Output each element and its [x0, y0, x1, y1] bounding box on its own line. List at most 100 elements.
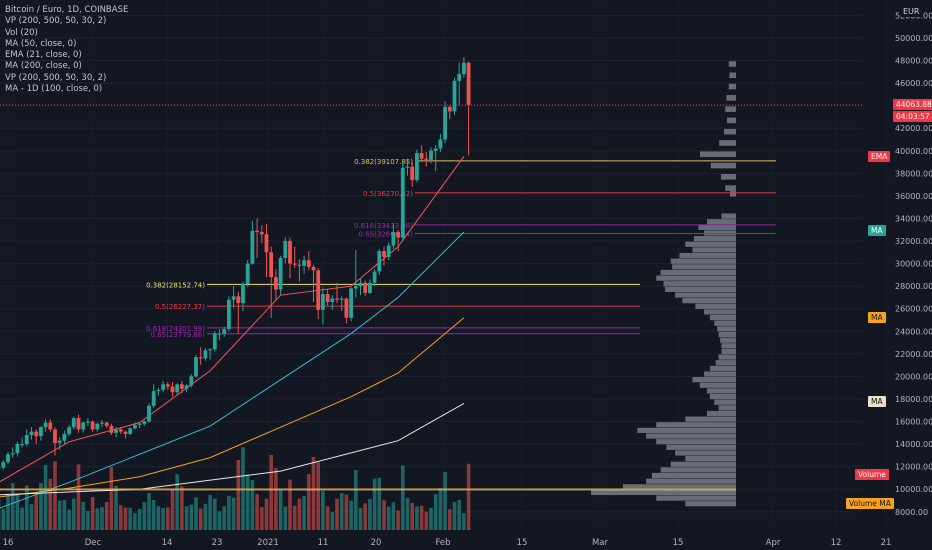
candle-body	[306, 260, 311, 267]
volume-bar	[95, 508, 100, 530]
candle-body	[415, 153, 419, 181]
candle-body	[443, 106, 447, 140]
x-tick-label: 2021	[257, 538, 279, 548]
candle-body	[386, 245, 391, 257]
candle-body	[368, 282, 372, 293]
candle-body	[180, 384, 184, 389]
indicator-vp-2[interactable]: VP (200, 500, 50, 30, 2)	[5, 72, 107, 83]
candle-body	[405, 166, 410, 168]
volume-bar	[321, 490, 325, 530]
volume-bar	[217, 511, 222, 530]
y-tick-label: 34000.00	[895, 214, 932, 223]
volume-bar	[250, 480, 255, 530]
currency-label[interactable]: EUR	[900, 6, 923, 17]
candle-body	[151, 391, 156, 406]
volume-bar	[213, 498, 217, 530]
volume-bar	[368, 498, 372, 530]
time-axis[interactable]: 16 Dec 14 23 2021 11 20 Feb 15 Mar 15 Apr 12 21	[3, 538, 892, 548]
candle-body	[245, 263, 250, 284]
indicator-ma200[interactable]: MA (200, close, 0)	[5, 61, 82, 72]
price-axis[interactable]: 52000.0050000.0048000.0046000.0044000.00…	[895, 11, 932, 516]
candle-body	[344, 298, 349, 318]
fib-label: 0.65(32664.64)	[359, 231, 414, 239]
candle-body	[57, 440, 62, 443]
candle-body	[349, 288, 353, 318]
volume-bar	[311, 456, 316, 530]
volume-profile-bar	[715, 360, 736, 366]
candle-body	[274, 277, 278, 290]
y-tick-label: 22000.00	[895, 350, 932, 359]
candle-body	[161, 384, 165, 390]
volume-profile-bar	[721, 348, 736, 355]
y-tick-label: 48000.00	[895, 57, 932, 66]
volume-bar	[48, 478, 53, 530]
volume-profile-bar	[660, 467, 736, 473]
indicator-ema21[interactable]: EMA (21, close, 0)	[5, 50, 82, 61]
ma-tag-3: MA	[868, 396, 886, 407]
candle-body	[382, 251, 386, 257]
ma-tag-2: MA	[868, 312, 886, 323]
volume-profile-bar	[685, 456, 736, 462]
volume-profile-bar	[707, 219, 736, 225]
candle-body	[429, 150, 433, 160]
candle-body	[447, 106, 452, 112]
volume-profile-bar	[714, 320, 736, 326]
candle-body	[165, 384, 170, 387]
volume-bar	[231, 497, 236, 530]
volume-bar	[283, 506, 288, 530]
candle-body	[86, 421, 90, 423]
volume-profile-bar	[670, 461, 736, 467]
volume-bar	[354, 470, 358, 530]
volume-bar	[260, 507, 264, 530]
volume-profile-bar	[699, 382, 736, 388]
candle-body	[175, 384, 180, 393]
volume-profile-bar	[725, 185, 736, 191]
volume-bar	[457, 499, 461, 530]
volume-bar	[142, 502, 147, 530]
volume-profile-bar	[679, 252, 736, 259]
volume-bar	[438, 488, 443, 530]
y-tick-label: 40000.00	[895, 147, 932, 156]
volume-profile-bar	[646, 478, 736, 484]
volume-bar	[81, 501, 85, 530]
candle-body	[283, 241, 288, 258]
candle-body	[227, 299, 231, 330]
volume-profile-bar	[695, 303, 736, 309]
volume-bar	[386, 506, 391, 530]
candle-body	[0, 467, 1, 469]
candle-body	[396, 232, 400, 238]
candle-body	[288, 241, 292, 264]
x-tick-label: 15	[673, 538, 684, 548]
x-tick-label: 14	[162, 538, 173, 548]
volume-profile-bar	[707, 388, 736, 394]
last-price-tag: 44063.88	[893, 99, 932, 110]
indicator-ma100-1d[interactable]: MA - 1D (100, close, 0)	[5, 84, 103, 95]
volume-bar	[462, 513, 466, 530]
volume-bar	[133, 513, 137, 530]
volume-profile-bar	[720, 337, 736, 343]
y-tick-label: 12000.00	[895, 463, 932, 472]
volume-bar	[245, 474, 250, 530]
volume-bar	[330, 511, 335, 530]
volume-bar	[180, 486, 184, 530]
volume-bar	[405, 498, 410, 530]
volume-bar	[43, 464, 48, 530]
candle-body	[203, 350, 208, 359]
candle-body	[189, 376, 194, 386]
volume-profile-bar	[666, 444, 736, 450]
indicator-ma50[interactable]: MA (50, close, 0)	[5, 38, 77, 49]
volume-bar	[57, 500, 62, 530]
indicator-vp[interactable]: VP (200, 500, 50, 30, 2)	[5, 16, 107, 27]
volume-profile-bar	[704, 230, 736, 236]
volume-bar	[316, 462, 320, 530]
candle-body	[321, 294, 325, 310]
symbol-title[interactable]: Bitcoin / Euro, 1D, COINBASE	[5, 5, 129, 15]
volume-profile-bar	[709, 393, 736, 400]
volume-bar	[339, 493, 344, 530]
indicator-vol[interactable]: Vol (20)	[5, 27, 38, 38]
candle-body	[377, 251, 382, 272]
volume-profile-bar	[685, 416, 736, 422]
candle-body	[438, 139, 443, 149]
volume-bar	[203, 503, 208, 530]
